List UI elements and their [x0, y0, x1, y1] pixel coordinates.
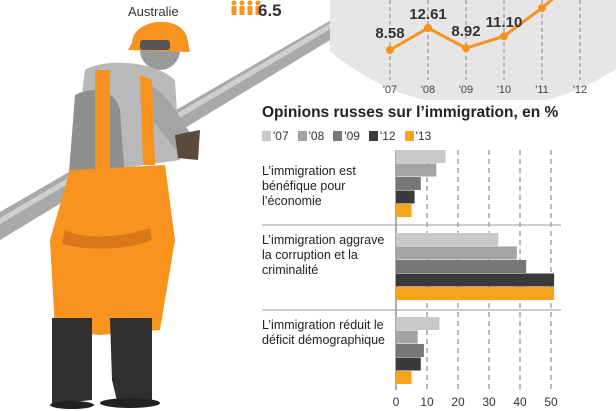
line-chart: '07 '08 '09 '10 '11 '12 8.58 12.618.92 11.10	[330, 0, 616, 100]
country-label: Australie	[128, 4, 179, 19]
bar	[396, 204, 412, 217]
line-point	[538, 4, 546, 12]
bar	[396, 287, 555, 300]
bar-chart: 0 10 20 30 40 50	[262, 150, 561, 409]
bar	[396, 177, 421, 190]
line-data-label: 8.58	[375, 25, 404, 42]
bar-x-tick-label: 20	[451, 395, 465, 409]
bar	[396, 344, 424, 357]
bar-x-tick-label: 40	[513, 395, 527, 409]
category-label-demography: L’immigration réduit le déficit démograp…	[262, 318, 385, 347]
bar	[396, 371, 412, 384]
chart-title: Opinions russes sur l’immigration, en %	[262, 104, 559, 121]
bar	[396, 357, 421, 371]
line-data-label: 11.10	[486, 14, 523, 31]
bar-x-tick-label: 30	[482, 395, 496, 409]
legend-item-2009: '09	[333, 129, 360, 143]
line-point	[462, 44, 470, 53]
worker-illustration	[0, 0, 380, 409]
bar-x-tick-label: 50	[544, 395, 558, 409]
bar	[396, 273, 555, 287]
bar-x-tick-label: 10	[420, 395, 434, 409]
line-point	[500, 32, 508, 41]
bar	[396, 317, 440, 330]
bar	[396, 233, 499, 246]
bar-x-tick-label: 0	[393, 395, 400, 409]
people-icon	[231, 0, 261, 15]
chart-legend: '07 '08 '09 '12 '13	[262, 129, 431, 143]
line-point	[424, 24, 432, 32]
legend-item-2013: '13	[404, 129, 431, 143]
legend-item-2007: '07	[262, 129, 289, 143]
line-x-tick-label: '11	[535, 84, 549, 96]
line-point	[386, 46, 394, 54]
category-label-corruption: L’immigration aggrave la corruption et l…	[262, 233, 385, 277]
line-data-label: 8.92	[451, 23, 480, 40]
line-chart-background	[330, 0, 616, 100]
bar	[396, 246, 517, 260]
line-x-tick-label: '07	[383, 84, 397, 96]
bar	[396, 150, 446, 163]
bar	[396, 260, 527, 273]
line-data-label: 12.61	[409, 6, 447, 23]
bar	[396, 330, 418, 344]
line-series	[389, 0, 554, 52]
bar	[396, 190, 415, 204]
category-label-economy: L’immigration est bénéfique pour l’écono…	[262, 164, 356, 208]
country-value: 6.5	[258, 1, 282, 20]
bar	[396, 163, 437, 177]
line-x-tick-label: '08	[421, 84, 435, 96]
line-x-tick-label: '10	[497, 84, 511, 96]
legend-item-2008: '08	[297, 129, 324, 143]
line-x-tick-label: '12	[573, 84, 587, 96]
line-x-tick-label: '09	[459, 84, 473, 96]
legend-item-2012: '12	[368, 129, 396, 143]
